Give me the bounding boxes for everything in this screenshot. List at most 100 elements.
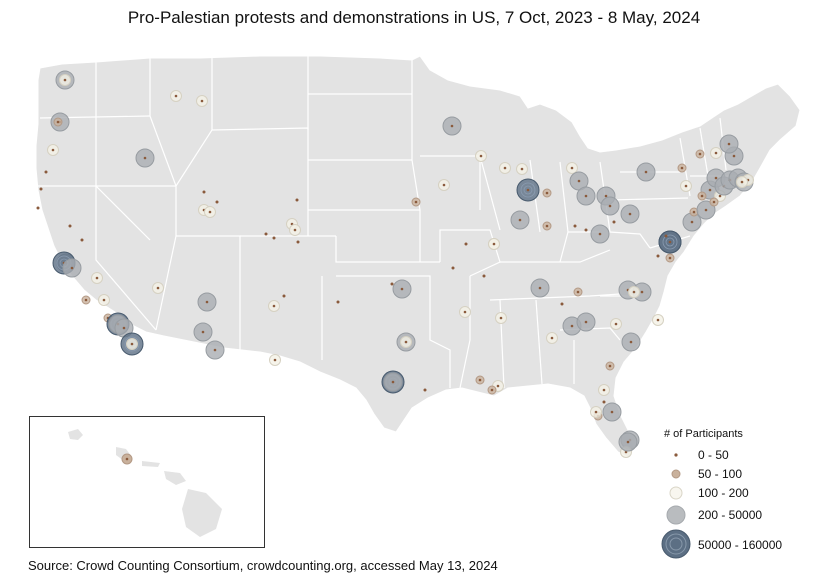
protest-bubble — [196, 95, 208, 107]
protest-bubble — [546, 332, 558, 344]
protest-bubble — [612, 220, 616, 224]
protest-bubble — [193, 322, 213, 342]
protest-bubble — [499, 162, 511, 174]
protest-bubble — [605, 361, 615, 371]
protest-bubble — [53, 117, 63, 127]
protest-bubble — [495, 312, 507, 324]
hawaii-island-maui — [164, 471, 186, 485]
protest-bubble — [542, 221, 552, 231]
protest-bubble — [482, 274, 486, 278]
protest-bubble — [383, 372, 403, 392]
protest-bubble — [590, 406, 602, 418]
source-note: Source: Crowd Counting Consortium, crowd… — [28, 558, 498, 573]
protest-bubble — [202, 190, 206, 194]
protest-bubble — [590, 224, 610, 244]
legend-label-100-200: 100 - 200 — [698, 486, 749, 500]
map-title: Pro-Palestian protests and demonstration… — [127, 8, 701, 27]
protest-bubble — [80, 238, 84, 242]
protest-bubble — [289, 224, 301, 236]
protest-bubbles — [36, 70, 754, 458]
hawaii-island-molokai — [142, 461, 160, 467]
protest-bubble — [566, 162, 578, 174]
protest-bubble — [610, 318, 622, 330]
protest-bubble — [44, 170, 48, 174]
protest-bubble — [39, 187, 43, 191]
protest-bubble — [602, 400, 606, 404]
protest-bubble — [170, 90, 182, 102]
hawaii-island-kauai — [68, 429, 83, 440]
legend-item-0-50: 0 - 50 — [664, 446, 814, 465]
legend-label-0-50: 0 - 50 — [698, 448, 729, 462]
protest-bubble — [126, 338, 138, 350]
protest-bubble — [709, 197, 719, 207]
protest-bubble — [584, 228, 588, 232]
protest-bubble — [295, 198, 299, 202]
protest-bubble — [576, 312, 596, 332]
legend-item-50-100: 50 - 100 — [664, 465, 814, 484]
protest-bubble — [696, 200, 716, 220]
protest-bubble — [658, 230, 682, 254]
legend-label-50000-160000: 50000 - 160000 — [698, 538, 783, 552]
legend-label-200-50000: 200 - 50000 — [698, 508, 763, 522]
protest-bubble — [336, 300, 340, 304]
protest-bubble — [573, 287, 583, 297]
protest-bubble — [204, 206, 216, 218]
legend-item-100-200: 100 - 200 — [664, 484, 814, 504]
protest-bubble — [197, 292, 217, 312]
protest-bubble — [665, 253, 675, 263]
protest-bubble — [652, 314, 664, 326]
protest-bubble — [677, 163, 687, 173]
protest-bubble — [442, 116, 462, 136]
protest-bubble — [710, 147, 722, 159]
legend-symbol-200-50000 — [666, 505, 686, 525]
protest-bubble — [91, 272, 103, 284]
protest-bubble — [62, 258, 82, 278]
protest-bubble — [697, 191, 707, 201]
protest-bubble — [282, 294, 286, 298]
protest-bubble — [400, 336, 412, 348]
protest-bubble — [736, 176, 748, 188]
protest-bubble — [459, 306, 471, 318]
protest-bubble — [516, 163, 528, 175]
protest-bubble — [488, 238, 500, 250]
protest-bubble — [600, 196, 620, 216]
protest-bubble — [68, 224, 72, 228]
protest-bubble — [560, 302, 564, 306]
protest-bubble — [423, 388, 427, 392]
protest-bubble — [695, 149, 705, 159]
protest-bubble — [438, 179, 450, 191]
protest-bubble — [411, 197, 421, 207]
protest-bubble — [510, 210, 530, 230]
protest-bubble — [205, 340, 225, 360]
protest-bubble — [516, 178, 540, 202]
protest-bubble — [296, 240, 300, 244]
hawaii-map — [68, 429, 222, 537]
legend-symbol-100-200 — [669, 486, 683, 500]
protest-bubble — [620, 204, 640, 224]
protest-bubble — [680, 180, 692, 192]
protest-bubble — [392, 279, 412, 299]
protest-bubble — [475, 375, 485, 385]
protest-bubble — [602, 402, 622, 422]
protest-bubble — [47, 144, 59, 156]
legend-symbol-50000-160000 — [661, 529, 691, 559]
protest-bubble — [215, 200, 219, 204]
protest-bubble — [621, 332, 641, 352]
protest-bubble — [135, 148, 155, 168]
us-landmass — [35, 55, 801, 459]
protest-bubble — [269, 354, 281, 366]
protest-bubble — [464, 242, 468, 246]
protest-bubble — [59, 74, 71, 86]
legend-item-50000-160000: 50000 - 160000 — [661, 529, 814, 560]
protest-bubble — [598, 384, 610, 396]
protest-bubble — [542, 188, 552, 198]
protest-bubble — [272, 236, 276, 240]
protest-bubble — [573, 224, 577, 228]
protest-bubble — [98, 294, 110, 306]
legend-symbol-0-50 — [674, 453, 678, 457]
protest-bubble — [268, 300, 280, 312]
protest-bubble — [451, 266, 455, 270]
legend-label-50-100: 50 - 100 — [698, 467, 743, 481]
protest-bubble — [719, 134, 739, 154]
